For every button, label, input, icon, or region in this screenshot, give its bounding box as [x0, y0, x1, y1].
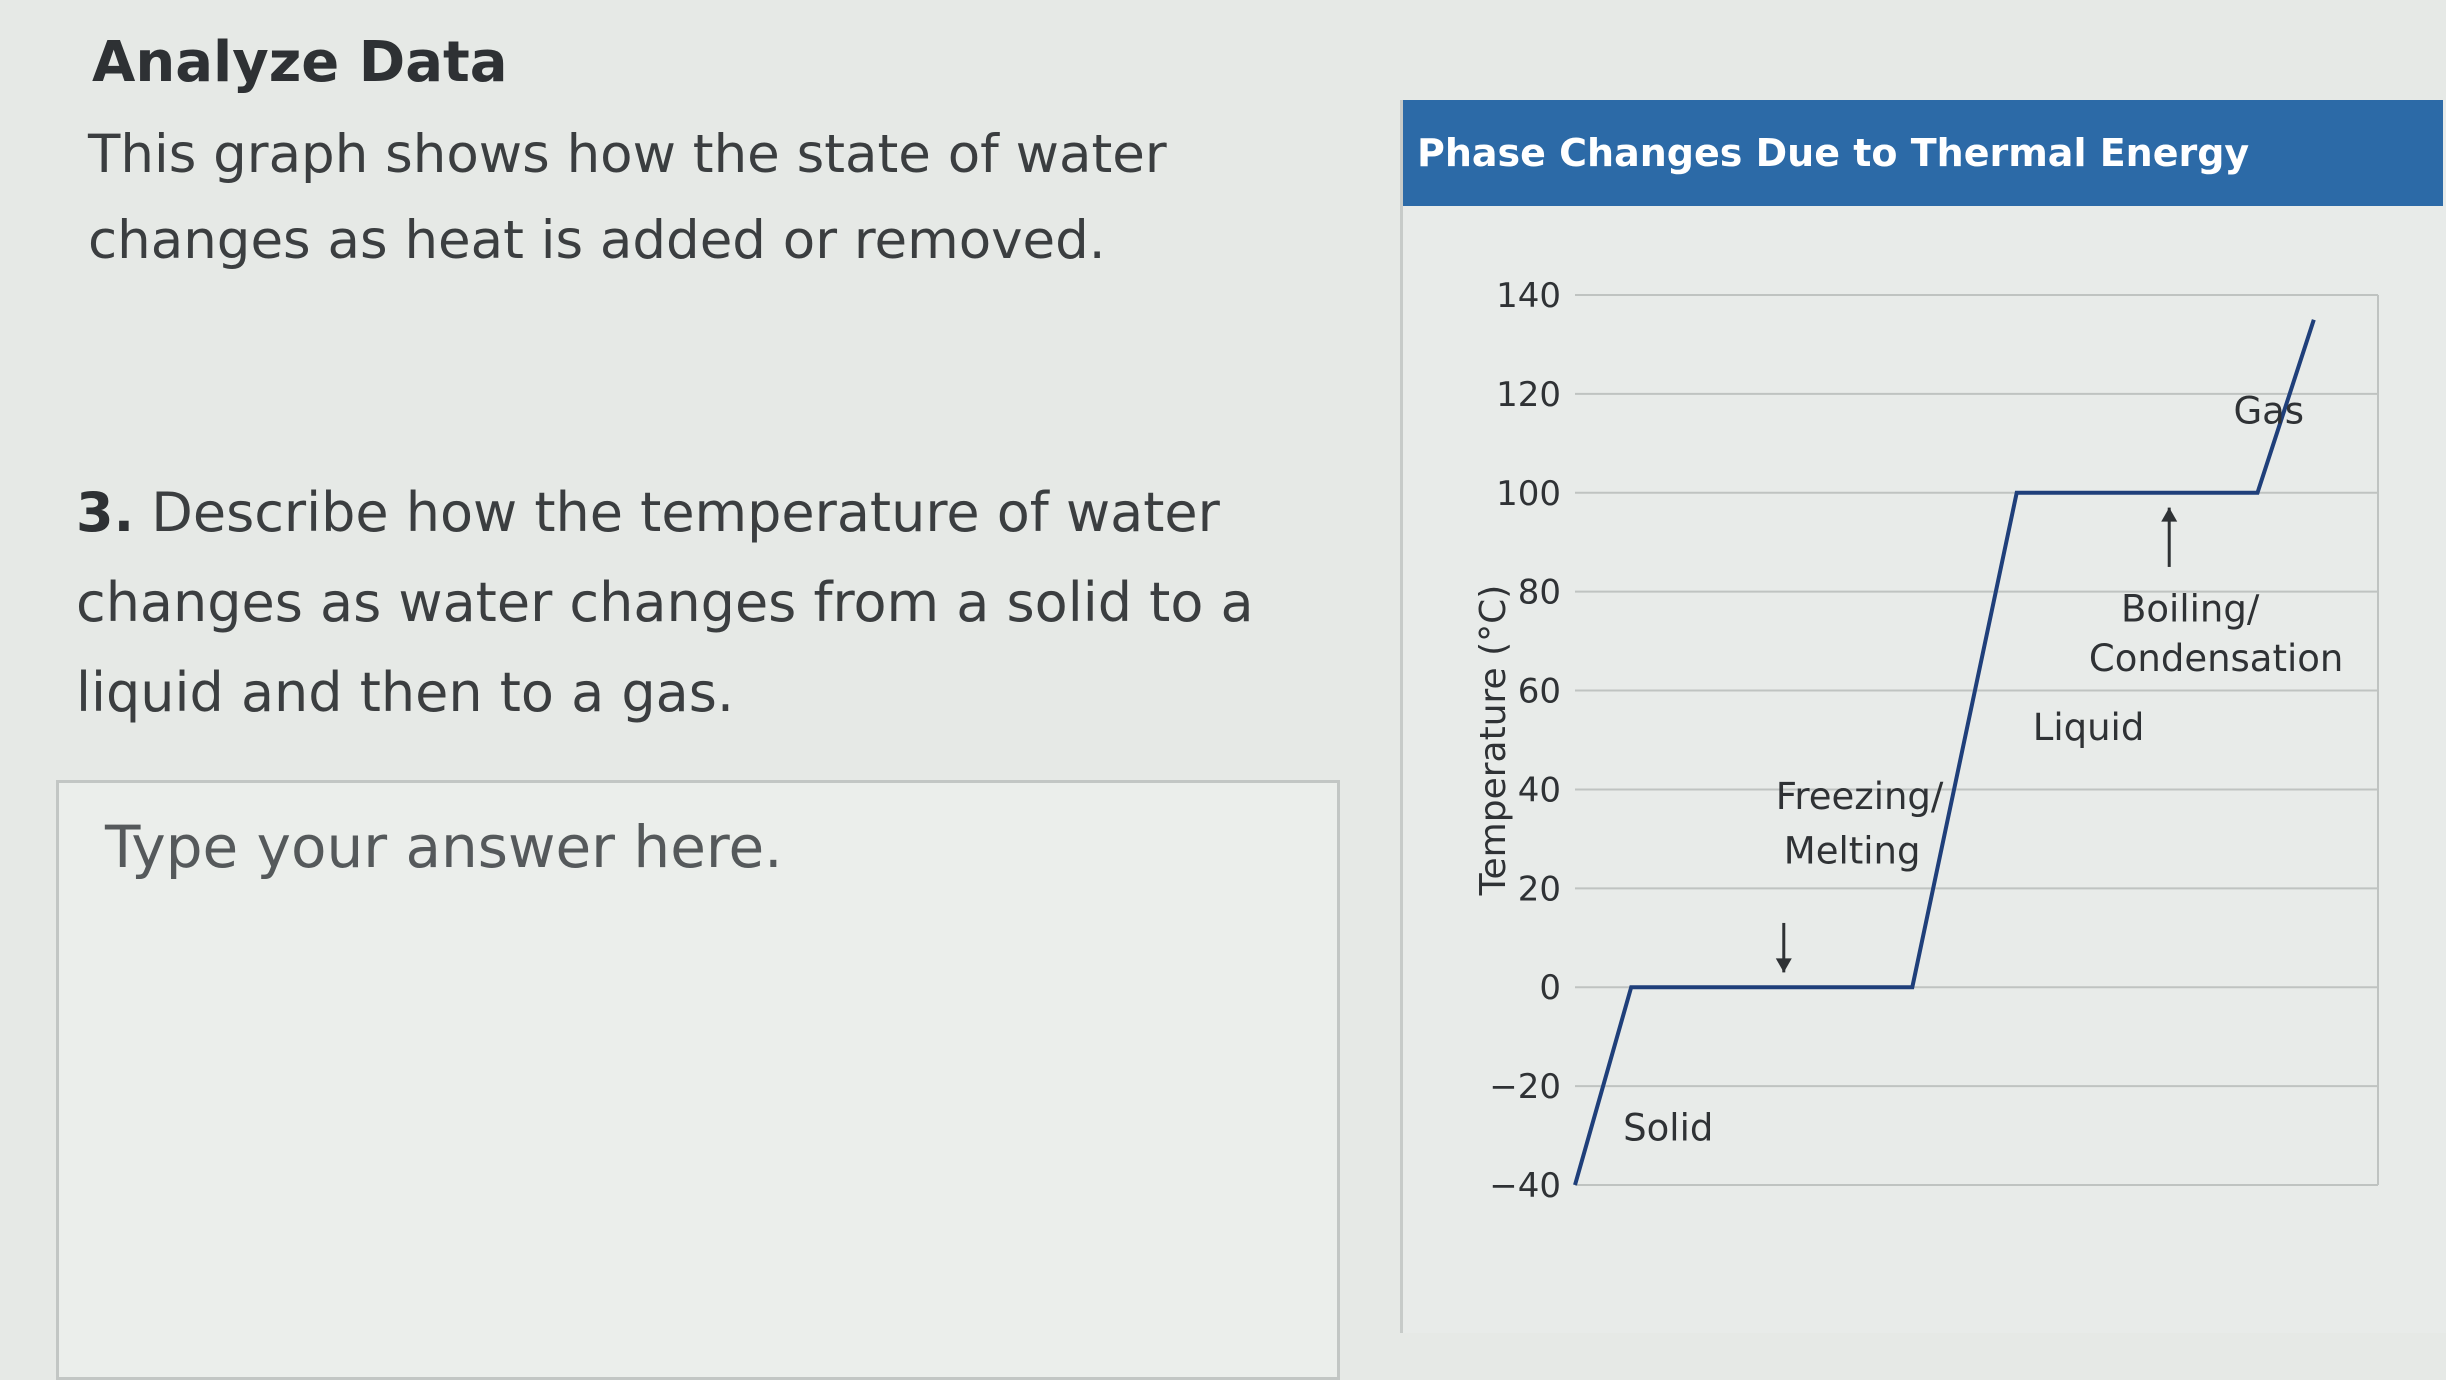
y-tick-label: 60 [1518, 672, 1561, 712]
section-title: Analyze Data [92, 30, 508, 95]
region-label: Gas [2233, 390, 2304, 433]
y-tick-label: 40 [1518, 770, 1561, 810]
y-tick-label: 100 [1496, 474, 1561, 514]
annotation-arrowhead [2161, 507, 2178, 522]
question-text: Describe how the temperature of water ch… [76, 481, 1254, 724]
question-number: 3. [76, 481, 135, 544]
region-label: Boiling/ [2121, 587, 2260, 630]
answer-placeholder: Type your answer here. [105, 813, 783, 881]
y-tick-label: 120 [1496, 375, 1561, 415]
chart-title: Phase Changes Due to Thermal Energy [1403, 100, 2443, 206]
y-tick-label: −20 [1489, 1067, 1561, 1107]
label-layer: Solid Freezing/Melting Liquid Boiling/Conde… [1623, 390, 2343, 1150]
region-label: Freezing/ [1776, 775, 1944, 818]
y-tick-label: 20 [1518, 869, 1561, 909]
region-label: Solid [1623, 1107, 1713, 1150]
tick-layer: 140 120 100 80 60 40 20 0 −20 −40 [1489, 276, 1561, 1206]
y-tick-label: 80 [1518, 573, 1561, 613]
line-layer [1573, 319, 2316, 1186]
annotation-arrowhead [1775, 958, 1792, 973]
chart-panel: Phase Changes Due to Thermal Energy 140 1… [1400, 100, 2446, 1333]
y-tick-label: 0 [1539, 968, 1561, 1008]
arrow-layer [1775, 507, 2178, 973]
region-label: Liquid [2033, 706, 2145, 749]
series-line [1573, 319, 2316, 1186]
y-axis-label: Temperature (°C) [1473, 585, 1514, 897]
region-label: Melting [1784, 830, 1921, 873]
y-tick-label: 140 [1496, 276, 1561, 316]
question-pane: Analyze Data This graph shows how the st… [56, 30, 1376, 1380]
region-label: Condensation [2089, 637, 2343, 680]
question-3: 3. Describe how the temperature of water… [76, 468, 1376, 738]
intro-text: This graph shows how the state of water … [88, 124, 1167, 271]
phase-change-chart: 140 120 100 80 60 40 20 0 −20 −40 Solid Freezing/M… [1473, 276, 2379, 1206]
answer-input[interactable]: Type your answer here. [56, 780, 1340, 1380]
y-tick-label: −40 [1489, 1166, 1561, 1206]
